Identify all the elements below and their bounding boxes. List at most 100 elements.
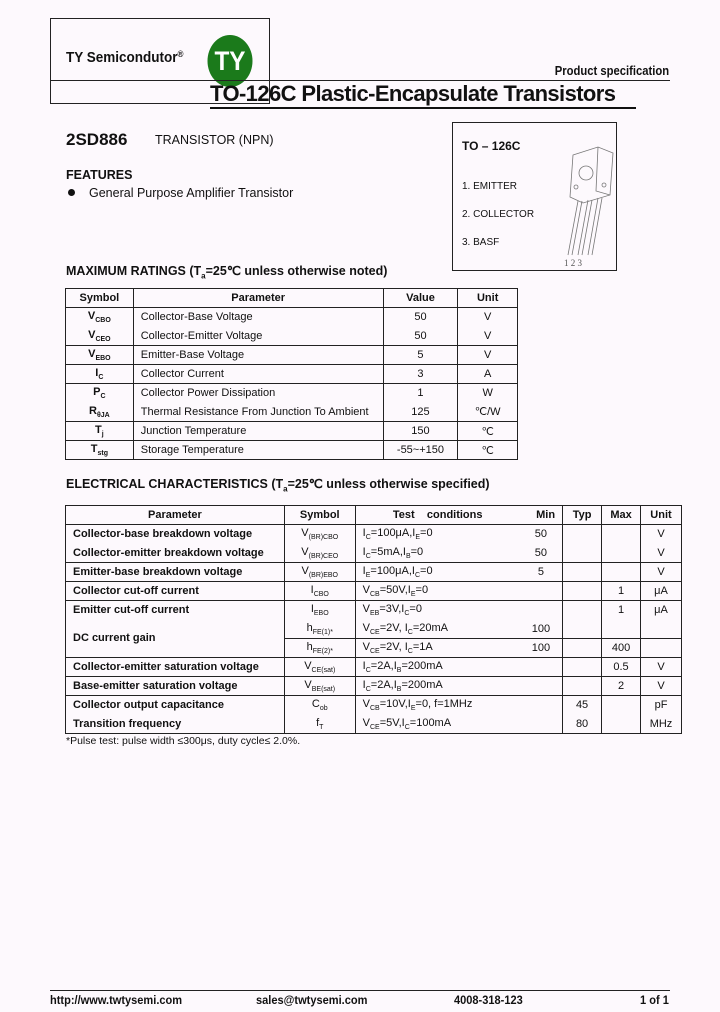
min xyxy=(519,581,564,601)
unit: μA xyxy=(640,581,682,601)
value: 3 xyxy=(382,364,459,384)
pulse-test-note: *Pulse test: pulse width ≤300μs, duty cy… xyxy=(66,735,301,747)
typ xyxy=(562,581,603,601)
min: 50 xyxy=(519,543,564,563)
header-divider xyxy=(50,80,670,81)
max xyxy=(601,714,641,734)
symbol: V(BR)CBO xyxy=(283,524,356,544)
min xyxy=(519,695,564,715)
symbol: IEBO xyxy=(283,600,356,620)
typ xyxy=(562,524,603,544)
unit: ℃ xyxy=(457,421,518,441)
max xyxy=(601,524,641,544)
test-conditions: VCB=10V,IE=0, f=1MHz xyxy=(354,695,520,715)
max: 2 xyxy=(601,676,641,696)
part-type: TRANSISTOR (NPN) xyxy=(155,133,274,147)
value: 125 xyxy=(382,402,459,422)
column-header: Symbol xyxy=(65,288,134,308)
typ xyxy=(562,543,603,563)
parameter: Thermal Resistance From Junction To Ambi… xyxy=(132,402,384,422)
symbol: hFE(2)* xyxy=(283,638,356,658)
symbol: Tstg xyxy=(65,440,134,460)
product-specification-label: Product specification xyxy=(554,64,669,78)
parameter: Collector-base breakdown voltage xyxy=(65,524,285,544)
max-ratings-table: Symbol Parameter Value Unit VCBO Collector-B… xyxy=(65,288,518,460)
test-conditions: IE=100μA,IC=0 xyxy=(354,562,520,582)
max: 0.5 xyxy=(601,657,641,677)
table-row: PC Collector Power Dissipation 1 W xyxy=(65,383,518,403)
test-conditions: VCB=50V,IE=0 xyxy=(354,581,520,601)
parameter: Collector-Emitter Voltage xyxy=(132,326,384,346)
max xyxy=(601,695,641,715)
unit: V xyxy=(640,562,682,582)
parameter: Emitter-Base Voltage xyxy=(132,345,384,365)
typ xyxy=(562,657,603,677)
column-header: Parameter xyxy=(132,288,384,308)
electrical-characteristics-table: Parameter Symbol Test conditions Min Typ Max U… xyxy=(65,505,682,734)
min xyxy=(519,600,564,620)
column-header: Symbol xyxy=(283,505,356,525)
table-row: Tj Junction Temperature 150 ℃ xyxy=(65,421,518,441)
table-row: Emitter cut-off current IEBO VEB=3V,IC=0 … xyxy=(65,600,682,620)
symbol: VCE(sat) xyxy=(283,657,356,677)
max xyxy=(601,562,641,582)
symbol: RθJA xyxy=(65,402,134,422)
min: 5 xyxy=(519,562,564,582)
unit: W xyxy=(457,383,518,403)
parameter: Storage Temperature xyxy=(132,440,384,460)
parameter: Emitter-base breakdown voltage xyxy=(65,562,285,582)
typ xyxy=(562,562,603,582)
table-row: Collector cut-off current ICBO VCB=50V,IE… xyxy=(65,581,682,601)
unit: V xyxy=(640,657,682,677)
unit: V xyxy=(457,345,518,365)
table-row: Collector-base breakdown voltage V(BR)CBO… xyxy=(65,524,682,544)
unit: V xyxy=(457,307,518,327)
unit: V xyxy=(457,326,518,346)
unit xyxy=(640,638,682,658)
table-row: Collector-emitter breakdown voltage V(BR)… xyxy=(65,543,682,563)
value: 50 xyxy=(382,307,459,327)
symbol: hFE(1)* xyxy=(283,619,356,639)
value: 5 xyxy=(382,345,459,365)
footer-phone: 4008-318-123 xyxy=(454,993,523,1007)
unit: μA xyxy=(640,600,682,620)
table-row: RθJA Thermal Resistance From Junction To… xyxy=(65,402,518,422)
test-conditions: VCE=2V, IC=20mA xyxy=(354,619,520,639)
unit xyxy=(640,619,682,639)
pin-numbers: 1 2 3 xyxy=(564,258,583,268)
column-header: Test conditions xyxy=(354,505,520,525)
test-conditions: IC=2A,IB=200mA xyxy=(354,657,520,677)
footer-divider xyxy=(50,990,670,991)
max xyxy=(601,543,641,563)
parameter: Collector-emitter saturation voltage xyxy=(65,657,285,677)
part-number: 2SD886 xyxy=(66,130,128,149)
parameter: Transition frequency xyxy=(65,714,285,734)
table-row: Collector output capacitance Cob VCB=10V,… xyxy=(65,695,682,715)
logo-badge: TY xyxy=(207,35,253,87)
symbol: V(BR)EBO xyxy=(283,562,356,582)
table-row: Base-emitter saturation voltage VBE(sat) … xyxy=(65,676,682,696)
features-heading: FEATURES xyxy=(66,168,133,182)
column-header: Parameter xyxy=(65,505,285,525)
test-conditions: IC=100μA,IE=0 xyxy=(354,524,520,544)
min: 50 xyxy=(519,524,564,544)
unit: ℃/W xyxy=(457,402,518,422)
footer-email[interactable]: sales@twtysemi.com xyxy=(256,993,368,1007)
typ xyxy=(562,600,603,620)
footer-page: 1 of 1 xyxy=(640,993,669,1007)
min: 100 xyxy=(519,619,564,639)
value: 50 xyxy=(382,326,459,346)
unit: MHz xyxy=(640,714,682,734)
parameter: Emitter cut-off current xyxy=(65,600,285,620)
value: 150 xyxy=(382,421,459,441)
column-header: Unit xyxy=(640,505,682,525)
table-row: Emitter-base breakdown voltage V(BR)EBO I… xyxy=(65,562,682,582)
footer-url[interactable]: http://www.twtysemi.com xyxy=(50,993,183,1007)
company-logo: TY Semicondutor® TY xyxy=(50,18,270,104)
symbol: V(BR)CEO xyxy=(283,543,356,563)
typ: 45 xyxy=(562,695,603,715)
parameter: Collector-emitter breakdown voltage xyxy=(65,543,285,563)
max: 1 xyxy=(601,581,641,601)
table-row: VCBO Collector-Base Voltage 50 V xyxy=(65,307,518,327)
feature-item: General Purpose Amplifier Transistor xyxy=(68,186,293,200)
